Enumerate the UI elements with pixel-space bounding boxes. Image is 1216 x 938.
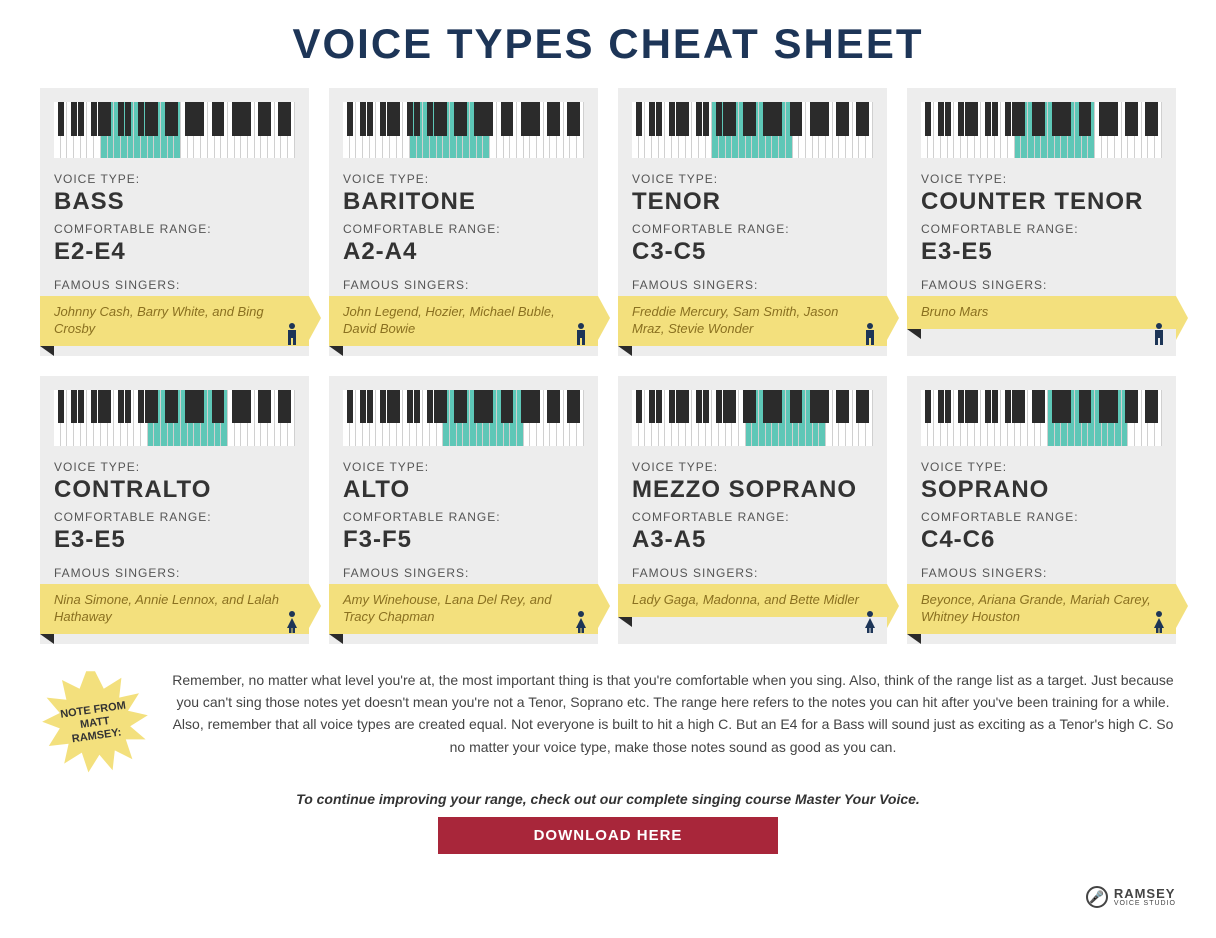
- female-icon: [863, 611, 877, 638]
- brand-name: RAMSEY: [1114, 887, 1176, 900]
- voice-type-name: TENOR: [632, 188, 873, 216]
- singers-ribbon: Bruno Mars: [907, 296, 1176, 329]
- voice-type-label: VOICE TYPE:: [343, 172, 584, 186]
- voice-type-card: VOICE TYPE: ALTO COMFORTABLE RANGE: F3-F5 FA…: [329, 376, 598, 644]
- piano-diagram: [54, 102, 295, 158]
- note-badge: NOTE FROM MATT RAMSEY:: [40, 669, 150, 779]
- piano-diagram: [921, 102, 1162, 158]
- range-value: C4-C6: [921, 526, 1162, 554]
- microphone-icon: 🎤: [1086, 886, 1108, 908]
- voice-type-label: VOICE TYPE:: [54, 172, 295, 186]
- singers-ribbon: Lady Gaga, Madonna, and Bette Midler: [618, 584, 887, 617]
- piano-diagram: [921, 390, 1162, 446]
- voice-type-card: VOICE TYPE: COUNTER TENOR COMFORTABLE RANG…: [907, 88, 1176, 356]
- singers-label: FAMOUS SINGERS:: [54, 278, 295, 292]
- range-label: COMFORTABLE RANGE:: [632, 510, 873, 524]
- singers-label: FAMOUS SINGERS:: [54, 566, 295, 580]
- voice-type-name: COUNTER TENOR: [921, 188, 1162, 216]
- piano-diagram: [343, 102, 584, 158]
- female-icon: [1152, 611, 1166, 638]
- piano-diagram: [632, 390, 873, 446]
- range-value: E3-E5: [921, 238, 1162, 266]
- male-icon: [285, 323, 299, 350]
- voice-type-card: VOICE TYPE: SOPRANO COMFORTABLE RANGE: C4-C…: [907, 376, 1176, 644]
- note-section: NOTE FROM MATT RAMSEY: Remember, no matt…: [40, 669, 1176, 779]
- singers-ribbon: Nina Simone, Annie Lennox, and Lalah Hat…: [40, 584, 309, 634]
- note-text: Remember, no matter what level you're at…: [170, 669, 1176, 759]
- cta-line: To continue improving your range, check …: [40, 791, 1176, 807]
- range-label: COMFORTABLE RANGE:: [921, 510, 1162, 524]
- voice-type-card: VOICE TYPE: BARITONE COMFORTABLE RANGE: A2-…: [329, 88, 598, 356]
- range-label: COMFORTABLE RANGE:: [343, 222, 584, 236]
- range-value: A2-A4: [343, 238, 584, 266]
- piano-diagram: [54, 390, 295, 446]
- male-icon: [574, 323, 588, 350]
- range-value: F3-F5: [343, 526, 584, 554]
- range-value: C3-C5: [632, 238, 873, 266]
- male-icon: [1152, 323, 1166, 350]
- range-label: COMFORTABLE RANGE:: [54, 510, 295, 524]
- voice-type-label: VOICE TYPE:: [54, 460, 295, 474]
- singers-label: FAMOUS SINGERS:: [632, 278, 873, 292]
- singers-label: FAMOUS SINGERS:: [921, 566, 1162, 580]
- range-value: A3-A5: [632, 526, 873, 554]
- range-label: COMFORTABLE RANGE:: [54, 222, 295, 236]
- voice-type-name: ALTO: [343, 476, 584, 504]
- voice-type-card: VOICE TYPE: CONTRALTO COMFORTABLE RANGE: E3…: [40, 376, 309, 644]
- brand-logo: 🎤 RAMSEY VOICE STUDIO: [1086, 886, 1176, 908]
- singers-label: FAMOUS SINGERS:: [921, 278, 1162, 292]
- voice-type-name: CONTRALTO: [54, 476, 295, 504]
- singers-label: FAMOUS SINGERS:: [343, 278, 584, 292]
- singers-ribbon: John Legend, Hozier, Michael Buble, Davi…: [329, 296, 598, 346]
- range-label: COMFORTABLE RANGE:: [343, 510, 584, 524]
- female-icon: [285, 611, 299, 638]
- voice-type-card: VOICE TYPE: TENOR COMFORTABLE RANGE: C3-C5 F…: [618, 88, 887, 356]
- brand-sub: VOICE STUDIO: [1114, 900, 1176, 907]
- page-title: VOICE TYPES CHEAT SHEET: [40, 20, 1176, 68]
- voice-type-name: BASS: [54, 188, 295, 216]
- range-value: E3-E5: [54, 526, 295, 554]
- voice-type-label: VOICE TYPE:: [921, 172, 1162, 186]
- range-label: COMFORTABLE RANGE:: [921, 222, 1162, 236]
- voice-type-label: VOICE TYPE:: [343, 460, 584, 474]
- singers-label: FAMOUS SINGERS:: [632, 566, 873, 580]
- voice-type-grid: VOICE TYPE: BASS COMFORTABLE RANGE: E2-E4 FA…: [40, 88, 1176, 644]
- singers-ribbon: Johnny Cash, Barry White, and Bing Crosb…: [40, 296, 309, 346]
- piano-diagram: [343, 390, 584, 446]
- voice-type-card: VOICE TYPE: BASS COMFORTABLE RANGE: E2-E4 FA…: [40, 88, 309, 356]
- singers-ribbon: Beyonce, Ariana Grande, Mariah Carey, Wh…: [907, 584, 1176, 634]
- voice-type-name: BARITONE: [343, 188, 584, 216]
- voice-type-card: VOICE TYPE: MEZZO SOPRANO COMFORTABLE RANG…: [618, 376, 887, 644]
- voice-type-label: VOICE TYPE:: [632, 460, 873, 474]
- piano-diagram: [632, 102, 873, 158]
- singers-label: FAMOUS SINGERS:: [343, 566, 584, 580]
- range-label: COMFORTABLE RANGE:: [632, 222, 873, 236]
- download-button[interactable]: DOWNLOAD HERE: [438, 817, 778, 854]
- voice-type-name: MEZZO SOPRANO: [632, 476, 873, 504]
- voice-type-name: SOPRANO: [921, 476, 1162, 504]
- voice-type-label: VOICE TYPE:: [921, 460, 1162, 474]
- male-icon: [863, 323, 877, 350]
- singers-ribbon: Freddie Mercury, Sam Smith, Jason Mraz, …: [618, 296, 887, 346]
- range-value: E2-E4: [54, 238, 295, 266]
- singers-ribbon: Amy Winehouse, Lana Del Rey, and Tracy C…: [329, 584, 598, 634]
- female-icon: [574, 611, 588, 638]
- voice-type-label: VOICE TYPE:: [632, 172, 873, 186]
